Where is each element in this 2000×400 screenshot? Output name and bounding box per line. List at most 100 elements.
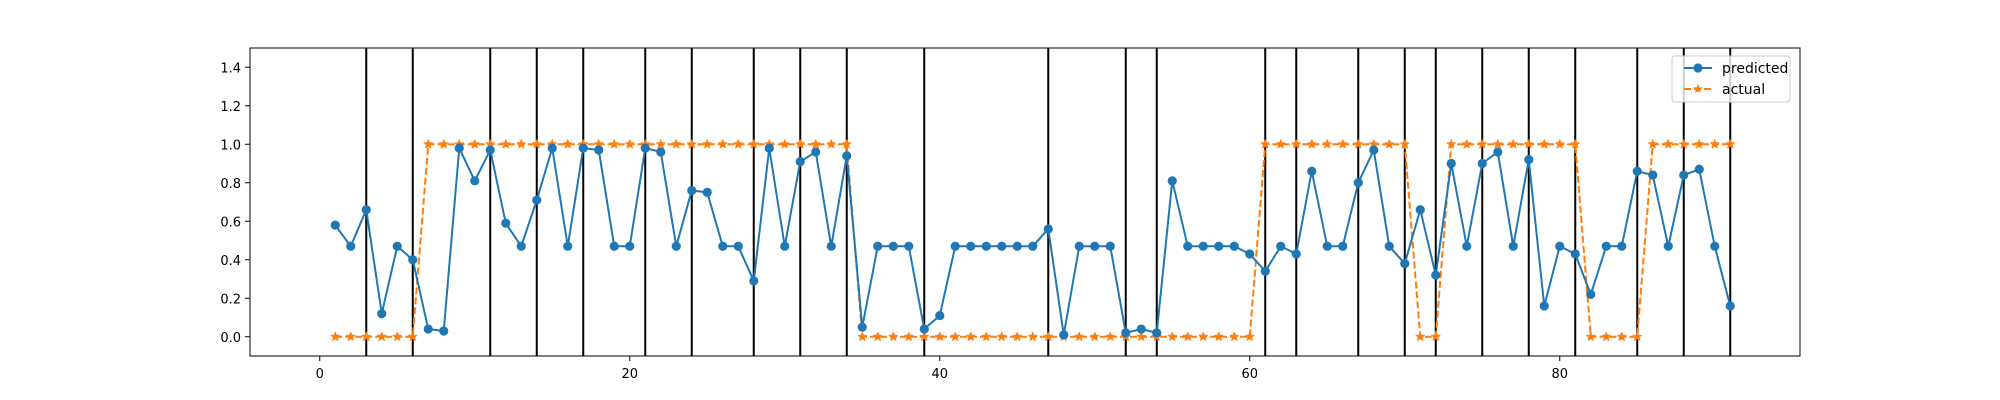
y-tick-label: 1.4 bbox=[220, 61, 241, 76]
vertical-marker-lines bbox=[365, 48, 1732, 356]
data-point bbox=[1631, 331, 1643, 342]
data-point bbox=[1369, 145, 1379, 155]
data-point bbox=[1430, 331, 1442, 342]
data-point bbox=[749, 276, 759, 286]
data-point bbox=[794, 138, 806, 149]
data-point bbox=[1275, 138, 1287, 149]
data-point bbox=[1400, 259, 1410, 269]
data-point bbox=[1011, 331, 1023, 342]
x-tick-label: 60 bbox=[1241, 367, 1258, 382]
data-point bbox=[377, 309, 387, 319]
data-point bbox=[717, 138, 729, 149]
data-point bbox=[1461, 138, 1473, 149]
y-tick-label: 0.0 bbox=[220, 331, 241, 346]
data-point bbox=[981, 241, 991, 251]
data-point bbox=[779, 138, 791, 149]
data-point bbox=[1445, 138, 1457, 149]
data-point bbox=[795, 156, 805, 167]
data-point bbox=[1508, 241, 1518, 251]
legend-item-predicted: predicted bbox=[1684, 61, 1788, 77]
data-point bbox=[826, 241, 836, 251]
data-point bbox=[1074, 241, 1084, 251]
data-point bbox=[407, 331, 419, 342]
data-point bbox=[1197, 331, 1209, 342]
data-point bbox=[1182, 331, 1194, 342]
data-point bbox=[1307, 166, 1317, 176]
data-point bbox=[469, 138, 481, 149]
data-point bbox=[1384, 241, 1394, 251]
data-point bbox=[1322, 241, 1332, 251]
data-point bbox=[949, 331, 961, 342]
data-point bbox=[361, 205, 371, 215]
data-point bbox=[1291, 249, 1301, 259]
data-point bbox=[1321, 138, 1333, 149]
x-tick-label: 20 bbox=[621, 367, 638, 382]
data-point bbox=[656, 147, 666, 157]
x-axis-ticks: 0 20 40 60 80 bbox=[316, 356, 1568, 382]
data-point bbox=[888, 241, 898, 251]
data-point bbox=[1431, 270, 1441, 280]
data-point bbox=[578, 143, 588, 153]
data-point bbox=[640, 143, 650, 153]
data-point bbox=[330, 220, 340, 230]
data-point bbox=[1663, 241, 1673, 251]
data-point bbox=[1244, 331, 1256, 342]
data-point bbox=[1259, 138, 1271, 149]
y-tick-label: 0.2 bbox=[220, 292, 241, 307]
data-point bbox=[345, 331, 357, 342]
data-point bbox=[1290, 138, 1302, 149]
data-point bbox=[1616, 331, 1628, 342]
data-point bbox=[841, 138, 853, 149]
y-tick-label: 0.8 bbox=[220, 177, 241, 192]
data-point bbox=[919, 324, 929, 334]
data-point bbox=[701, 138, 713, 149]
data-point bbox=[980, 331, 992, 342]
data-point bbox=[732, 138, 744, 149]
data-point bbox=[1414, 331, 1426, 342]
data-point bbox=[873, 241, 883, 251]
data-point bbox=[670, 138, 682, 149]
data-point bbox=[686, 138, 698, 149]
data-point bbox=[687, 185, 697, 196]
y-tick-label: 1.2 bbox=[220, 100, 241, 115]
data-point bbox=[454, 143, 464, 153]
data-point bbox=[470, 176, 480, 186]
data-point bbox=[1725, 301, 1735, 311]
data-point bbox=[950, 241, 960, 251]
data-point bbox=[1135, 331, 1147, 342]
data-point bbox=[1337, 138, 1349, 149]
data-point bbox=[563, 241, 573, 251]
x-tick-label: 0 bbox=[316, 367, 324, 382]
data-point bbox=[655, 138, 667, 149]
data-point bbox=[1012, 241, 1022, 251]
data-point bbox=[1662, 138, 1674, 149]
data-point bbox=[1617, 241, 1627, 251]
data-point bbox=[1104, 331, 1116, 342]
data-point bbox=[1569, 138, 1581, 149]
data-point bbox=[1043, 224, 1053, 234]
data-point bbox=[1709, 138, 1721, 149]
data-point bbox=[996, 331, 1008, 342]
data-point bbox=[997, 241, 1007, 251]
data-point bbox=[501, 218, 511, 228]
data-point bbox=[811, 147, 821, 157]
x-tick-label: 80 bbox=[1551, 367, 1568, 382]
data-point bbox=[408, 255, 418, 265]
data-point bbox=[1462, 241, 1472, 251]
data-point bbox=[531, 138, 543, 149]
data-point bbox=[1152, 328, 1162, 338]
data-point bbox=[1648, 170, 1658, 180]
data-point bbox=[1073, 331, 1085, 342]
data-point bbox=[594, 145, 604, 155]
data-point bbox=[1399, 138, 1411, 149]
data-point bbox=[1245, 249, 1255, 259]
data-point bbox=[856, 331, 868, 342]
data-point bbox=[562, 138, 574, 149]
y-tick-label: 0.4 bbox=[220, 254, 241, 269]
data-point bbox=[360, 331, 372, 342]
legend-label: predicted bbox=[1722, 61, 1788, 77]
data-point bbox=[346, 241, 356, 251]
data-point bbox=[1415, 205, 1425, 215]
data-point bbox=[1679, 170, 1689, 180]
y-axis-ticks: 0.0 0.2 0.4 0.6 0.8 1.0 1.2 1.4 bbox=[220, 61, 250, 346]
